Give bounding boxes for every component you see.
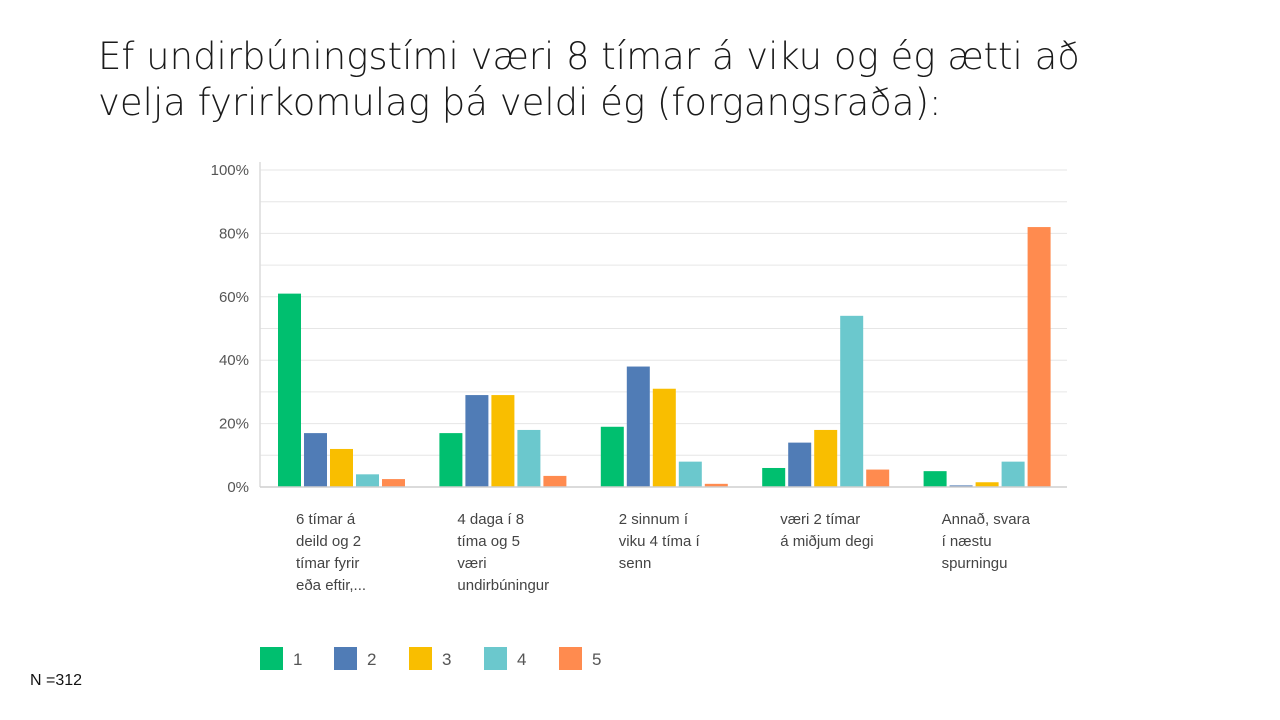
legend-swatch-1	[260, 647, 283, 670]
y-tick-label: 80%	[219, 225, 249, 242]
slide-title-line-2: velja fyrirkomulag þá veldi ég (forgangs…	[98, 81, 942, 124]
slide-title-line-1: Ef undirbúningstími væri 8 tímar á viku …	[98, 35, 1080, 78]
bar-series-3-category-3	[652, 388, 676, 487]
x-category-label-line: spurningu	[942, 555, 1008, 572]
bar-series-5-category-4	[866, 469, 890, 487]
x-category-label-line: senn	[619, 555, 652, 572]
bar-series-5-category-3	[704, 483, 728, 487]
x-category-label-line: væri	[457, 555, 486, 572]
x-category-label: væri 2 tímar á miðjum degi	[780, 511, 873, 550]
x-category-label-line: eða eftir,...	[296, 577, 366, 594]
bar-series-4-category-3	[678, 461, 702, 487]
y-tick-label: 0%	[227, 479, 249, 496]
slide-title: Ef undirbúningstími væri 8 tímar á viku …	[98, 34, 1198, 126]
bar-series-5-category-5	[1027, 227, 1051, 487]
bar-series-1-category-3	[600, 426, 624, 487]
x-category-label-line: í næstu	[942, 533, 992, 550]
x-category-label-line: væri 2 tímar	[780, 511, 860, 528]
y-tick-label: 20%	[219, 416, 249, 433]
bar-series-3-category-5	[975, 482, 999, 487]
bar-series-3-category-1	[330, 448, 353, 487]
x-category-label-line: deild og 2	[296, 533, 361, 550]
x-category-label-line: 6 tímar á	[296, 511, 356, 528]
legend-label-2: 2	[367, 650, 376, 669]
bar-series-4-category-2	[517, 429, 541, 487]
bar-series-4-category-4	[840, 315, 864, 487]
sample-size-note: N =312	[30, 672, 83, 689]
legend-swatch-2	[334, 647, 357, 670]
legend-label-1: 1	[293, 650, 302, 669]
x-category-label: 6 tímar á deild og 2 tímar fyrir eða eftir,…	[296, 511, 366, 594]
x-category-label-line: 4 daga í 8	[457, 511, 524, 528]
y-tick-label: 100%	[211, 162, 249, 179]
x-category-label-line: viku 4 tíma í	[619, 533, 701, 550]
bar-series-2-category-5	[949, 485, 973, 487]
bar-series-2-category-1	[304, 433, 327, 487]
bar-series-3-category-4	[814, 429, 838, 487]
legend-label-4: 4	[517, 650, 526, 669]
bar-series-5-category-1	[382, 479, 405, 487]
legend-label-3: 3	[442, 650, 451, 669]
bar-series-2-category-2	[465, 395, 489, 487]
x-category-label: 2 sinnum í viku 4 tíma í senn	[619, 511, 701, 572]
x-category-label-line: tímar fyrir	[296, 555, 359, 572]
bar-series-4-category-1	[356, 474, 379, 487]
bar-series-1-category-4	[762, 467, 786, 487]
legend-swatch-5	[559, 647, 582, 670]
x-category-label-line: 2 sinnum í	[619, 511, 689, 528]
bar-series-2-category-4	[788, 442, 812, 487]
x-category-label-line: á miðjum degi	[780, 533, 873, 550]
bar-series-1-category-5	[923, 471, 947, 487]
legend-swatch-4	[484, 647, 507, 670]
bar-series-4-category-5	[1001, 461, 1025, 487]
x-category-label-line: Annað, svara	[942, 511, 1031, 528]
bar-series-5-category-2	[543, 475, 567, 487]
bar-series-3-category-2	[491, 395, 515, 487]
bar-series-1-category-2	[439, 433, 463, 487]
legend-swatch-3	[409, 647, 432, 670]
y-tick-label: 40%	[219, 352, 249, 369]
x-category-label-line: tíma og 5	[457, 533, 520, 550]
bar-series-2-category-3	[626, 366, 650, 487]
x-category-label: 4 daga í 8 tíma og 5 væri undirbúningur	[457, 511, 549, 594]
bar-series-1-category-1	[278, 293, 301, 487]
x-category-label: Annað, svara í næstu spurningu	[942, 511, 1031, 572]
x-category-label-line: undirbúningur	[457, 577, 549, 594]
legend-label-5: 5	[592, 650, 601, 669]
y-tick-label: 60%	[219, 289, 249, 306]
